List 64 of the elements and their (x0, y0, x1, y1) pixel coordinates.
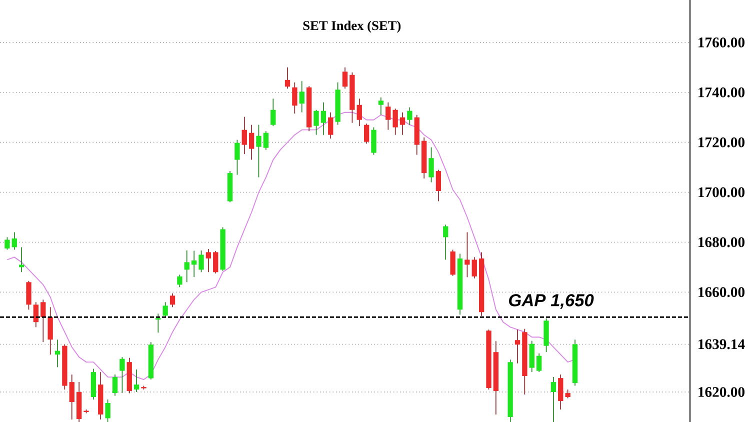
candlestick (407, 106, 412, 126)
candlestick (392, 108, 398, 136)
y-tick-label: 1639.14 (698, 339, 745, 350)
candlestick (198, 250, 204, 273)
candlestick (177, 274, 182, 288)
candlestick (536, 352, 542, 372)
candlestick (112, 374, 118, 396)
candlestick (191, 250, 197, 278)
candlestick (156, 313, 161, 334)
candlestick (386, 102, 391, 130)
candlestick (292, 82, 298, 114)
candlestick (105, 399, 110, 422)
candlestick (40, 299, 46, 342)
ref-line-label: GAP 1,650 (509, 294, 594, 309)
candlestick (206, 248, 212, 273)
candlestick (314, 109, 319, 136)
candlestick (299, 80, 304, 113)
candlestick (248, 124, 254, 160)
candlestick (213, 250, 218, 274)
y-tick-label: 1760.00 (698, 37, 744, 48)
candlestick (356, 98, 362, 126)
candlestick (400, 112, 406, 136)
y-tick-label: 1740.00 (698, 87, 744, 98)
candlestick (342, 67, 348, 90)
candlestick (263, 130, 269, 150)
candlestick (550, 376, 556, 422)
candlestick (18, 246, 24, 273)
candlestick (436, 169, 442, 202)
candlestick (33, 302, 39, 328)
candlestick (514, 329, 520, 364)
candlestick (472, 256, 477, 279)
y-tick-label: 1720.00 (698, 137, 744, 148)
candlestick (26, 280, 32, 310)
candlestick (242, 116, 247, 154)
candlestick (371, 126, 376, 156)
candlestick (558, 374, 564, 410)
candlestick (529, 340, 534, 372)
candlestick (270, 98, 276, 126)
candlestick (134, 369, 140, 392)
candlestick (256, 124, 262, 178)
candlestick (378, 96, 384, 116)
candlestick (328, 112, 334, 139)
candlestick (12, 232, 17, 250)
candlestick (284, 67, 290, 90)
candlestick (170, 293, 176, 308)
candlestick (464, 232, 470, 278)
text: SET Index (SET) (303, 20, 401, 33)
candlestick (69, 374, 74, 420)
candlestick (184, 250, 190, 283)
candlestick (234, 139, 240, 176)
y-tick-label: 1660.00 (698, 287, 744, 298)
y-tick-label: 1620.00 (698, 387, 744, 398)
candlestick (450, 249, 456, 276)
candlestick (443, 224, 448, 260)
y-tick-label: 1700.00 (698, 187, 744, 198)
y-tick-label: 1680.00 (698, 237, 744, 248)
candlestick (4, 236, 10, 250)
candlestick (162, 302, 168, 318)
candlestick (364, 123, 370, 144)
candlestick (48, 306, 53, 355)
candlestick (120, 356, 125, 394)
candlestick (54, 339, 60, 368)
candlestick (320, 102, 326, 136)
candlestick (428, 146, 434, 183)
